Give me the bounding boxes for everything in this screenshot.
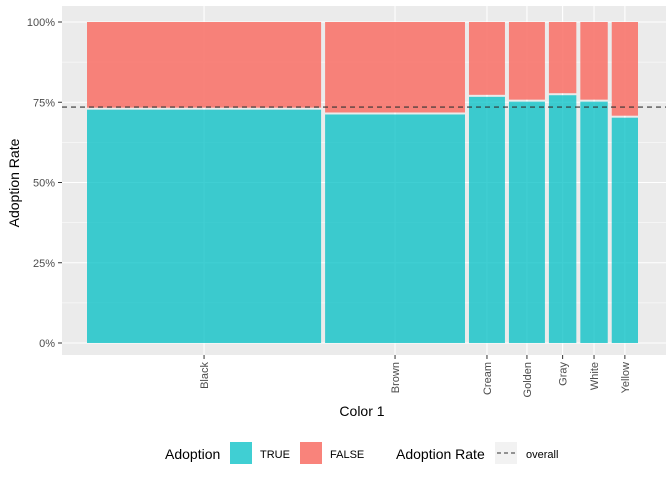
- x-tick-label-brown: Brown: [390, 362, 402, 393]
- bar-true-gray: [548, 95, 577, 343]
- bar-false-gray: [548, 22, 577, 94]
- bar-false-golden: [508, 22, 545, 100]
- y-tick-label: 0%: [39, 338, 55, 350]
- legend-fill-title: Adoption: [165, 446, 220, 462]
- x-tick-label-yellow: Yellow: [620, 362, 632, 393]
- legend: Adoption TRUE FALSE Adoption Rate overal…: [165, 442, 558, 464]
- bars-layer: [87, 22, 638, 344]
- y-tick-label: 75%: [33, 97, 55, 109]
- x-tick-label-golden: Golden: [522, 362, 534, 397]
- bar-true-cream: [468, 96, 505, 343]
- y-tick-label: 100%: [27, 17, 55, 29]
- bar-false-brown: [325, 22, 465, 113]
- bar-true-white: [580, 101, 608, 344]
- bar-false-yellow: [611, 22, 638, 116]
- x-tick-label-gray: Gray: [558, 362, 570, 386]
- x-axis: Black Brown Cream Golden Gray White Yellow: [199, 355, 632, 397]
- legend-label-false: FALSE: [330, 449, 364, 461]
- legend-key-false: [300, 442, 322, 464]
- legend-label-overall: overall: [526, 449, 558, 461]
- bar-true-golden: [508, 101, 545, 344]
- bar-false-black: [87, 22, 322, 108]
- bar-false-cream: [468, 22, 505, 95]
- y-tick-label: 50%: [33, 178, 55, 190]
- x-tick-label-black: Black: [199, 362, 211, 389]
- bar-true-black: [87, 109, 322, 343]
- x-tick-label-white: White: [589, 362, 601, 390]
- y-tick-label: 25%: [33, 258, 55, 270]
- legend-line-title: Adoption Rate: [396, 446, 485, 462]
- bar-true-brown: [325, 114, 465, 343]
- legend-key-true: [230, 442, 252, 464]
- x-tick-label-cream: Cream: [482, 362, 494, 395]
- x-axis-title: Color 1: [339, 403, 384, 419]
- y-axis: 0% 25% 50% 75% 100%: [27, 17, 62, 350]
- bar-false-white: [580, 22, 608, 100]
- legend-label-true: TRUE: [260, 449, 290, 461]
- bar-true-yellow: [611, 117, 638, 343]
- y-axis-title: Adoption Rate: [6, 138, 22, 227]
